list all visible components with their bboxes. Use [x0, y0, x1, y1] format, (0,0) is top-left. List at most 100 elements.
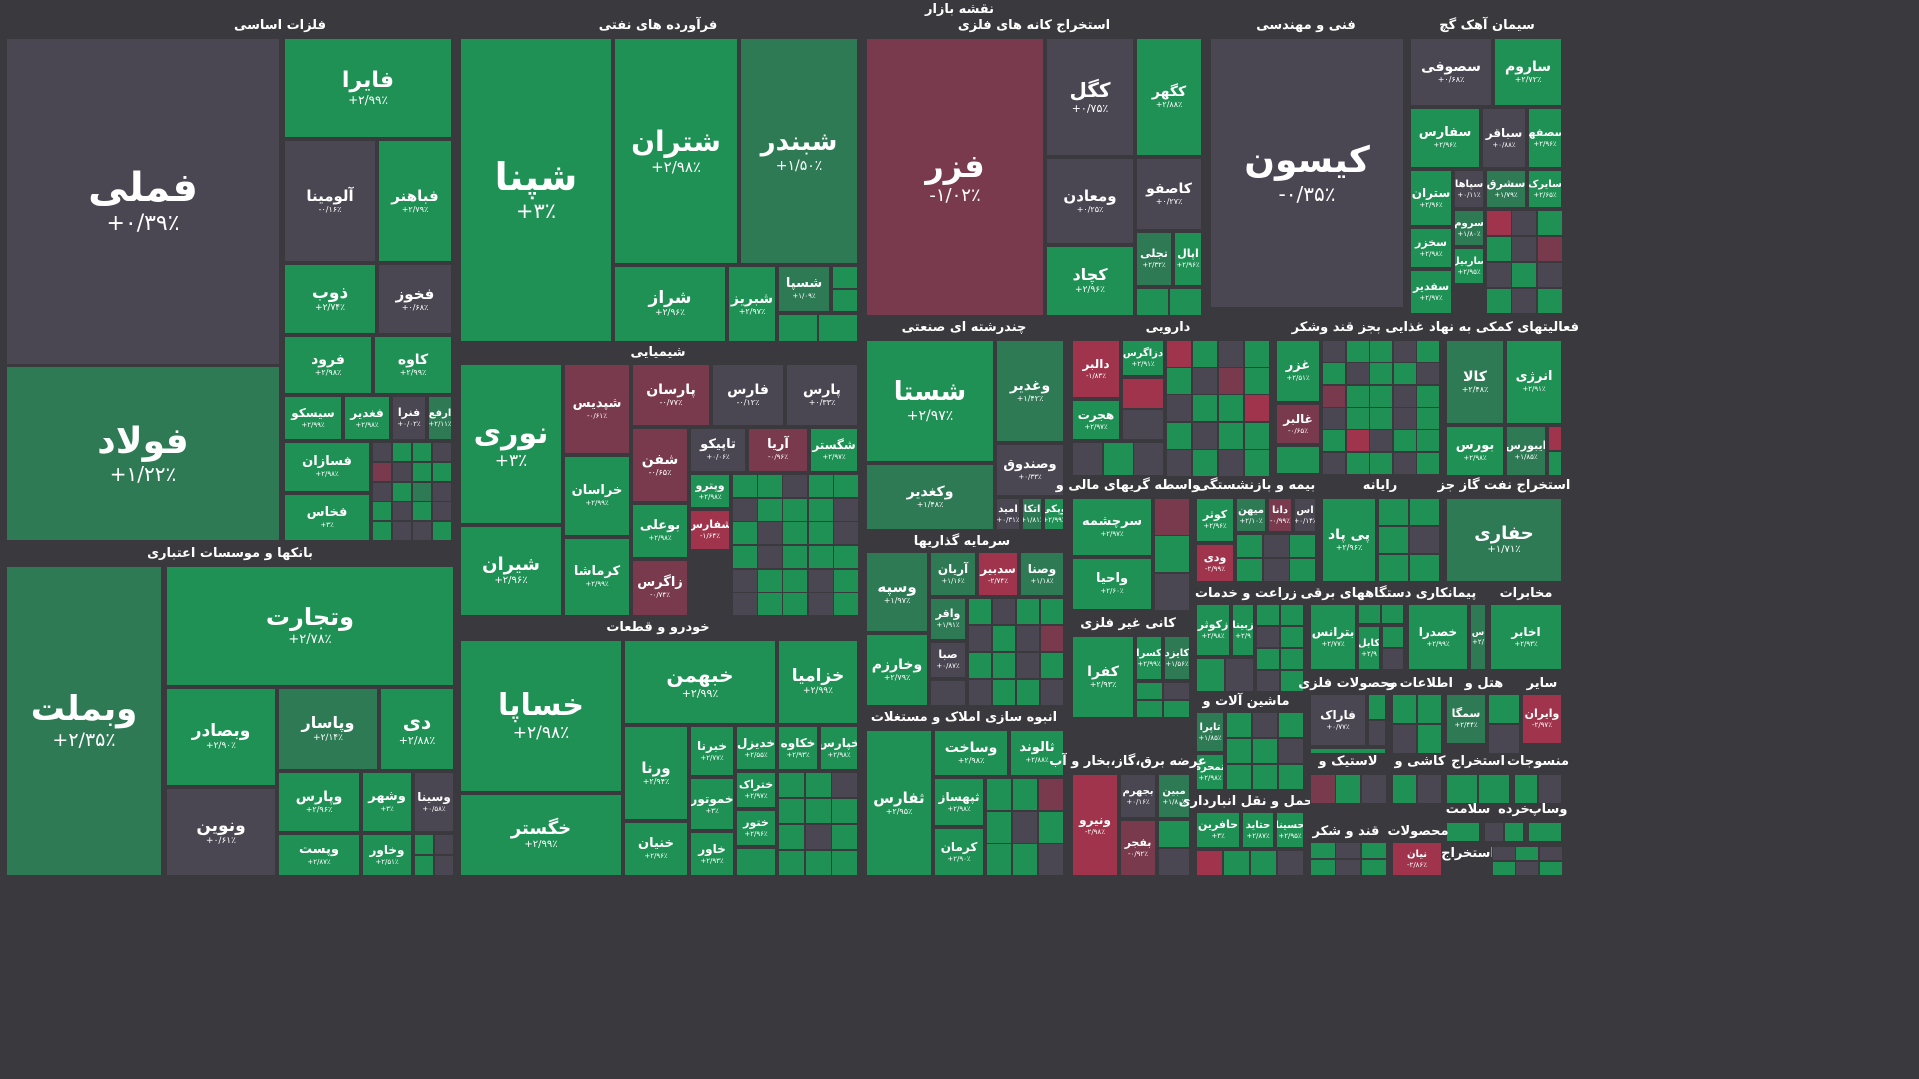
small-stock-tile[interactable]	[1192, 340, 1218, 368]
stock-tile[interactable]: فباهنر+۲/۷۹٪	[378, 140, 452, 262]
stock-tile[interactable]: س+۲/	[1470, 604, 1486, 670]
small-stock-tile[interactable]	[1417, 724, 1442, 754]
small-stock-tile[interactable]	[1346, 429, 1370, 452]
small-stock-tile[interactable]	[986, 811, 1012, 844]
stock-tile[interactable]: واقر+۱/۹۱٪	[930, 598, 966, 640]
stock-tile[interactable]: فخوز+۰/۶۸٪	[378, 264, 452, 334]
small-stock-tile[interactable]	[1478, 774, 1510, 804]
small-stock-tile[interactable]	[1158, 848, 1190, 876]
small-stock-tile[interactable]	[1166, 367, 1192, 395]
stock-tile[interactable]: تاپیکو+۰/۰۶٪	[690, 428, 746, 472]
small-stock-tile[interactable]	[1514, 774, 1538, 804]
stock-tile[interactable]: سخزر+۲/۹۸٪	[1410, 228, 1452, 268]
small-stock-tile[interactable]	[1278, 738, 1304, 764]
small-stock-tile[interactable]	[1416, 429, 1440, 452]
small-stock-tile[interactable]	[732, 521, 758, 545]
small-stock-tile[interactable]	[1539, 861, 1563, 876]
small-stock-tile[interactable]	[1515, 861, 1539, 876]
stock-tile[interactable]: حافرین+۳٪	[1196, 812, 1240, 848]
small-stock-tile[interactable]	[968, 625, 992, 652]
small-stock-tile[interactable]	[831, 798, 858, 824]
small-stock-tile[interactable]	[372, 442, 392, 462]
small-stock-tile[interactable]	[1322, 340, 1346, 363]
stock-tile[interactable]: ونوین+۰/۶۱٪	[166, 788, 276, 876]
small-stock-tile[interactable]	[1154, 498, 1190, 536]
stock-tile[interactable]: سایرک+۲/۶۵٪	[1528, 170, 1562, 208]
small-stock-tile[interactable]	[1484, 822, 1504, 842]
small-stock-tile[interactable]	[1244, 449, 1270, 477]
small-stock-tile[interactable]	[1378, 554, 1409, 582]
small-stock-tile[interactable]	[1369, 385, 1393, 408]
stock-tile[interactable]: ارفع+۲/۱۱٪	[428, 396, 452, 440]
small-stock-tile[interactable]	[808, 592, 834, 616]
stock-tile[interactable]: خساپا+۲/۹۸٪	[460, 640, 622, 792]
small-stock-tile[interactable]	[1038, 843, 1064, 876]
small-stock-tile[interactable]	[1361, 859, 1387, 876]
small-stock-tile[interactable]	[1492, 846, 1516, 861]
small-stock-tile[interactable]	[805, 772, 832, 798]
small-stock-tile[interactable]	[808, 545, 834, 569]
stock-tile[interactable]: فسازان+۲/۹۸٪	[284, 442, 370, 492]
stock-tile[interactable]: آریان+۱/۱۶٪	[930, 552, 976, 596]
small-stock-tile[interactable]	[1280, 648, 1304, 670]
stock-tile[interactable]: حتاید+۲/۸۷٪	[1242, 812, 1274, 848]
small-stock-tile[interactable]	[1278, 712, 1304, 738]
small-stock-tile[interactable]	[1537, 210, 1563, 236]
small-stock-tile[interactable]	[986, 843, 1012, 876]
small-stock-tile[interactable]	[1368, 694, 1386, 720]
stock-tile[interactable]: بورس+۲/۹۸٪	[1446, 426, 1504, 476]
small-stock-tile[interactable]	[757, 592, 783, 616]
small-stock-tile[interactable]	[808, 569, 834, 593]
stock-tile[interactable]: فرود+۲/۹۸٪	[284, 336, 372, 394]
stock-tile[interactable]: شراز+۲/۹۶٪	[614, 266, 726, 342]
stock-tile[interactable]: وغدیر+۱/۴۲٪	[996, 340, 1064, 442]
stock-tile[interactable]: ثفارس+۲/۹۵٪	[866, 730, 932, 876]
small-stock-tile[interactable]	[1378, 526, 1409, 554]
small-stock-tile[interactable]	[1244, 422, 1270, 450]
small-stock-tile[interactable]	[1040, 625, 1064, 652]
stock-tile[interactable]: وشهر+۳٪	[362, 772, 412, 832]
small-stock-tile[interactable]	[372, 462, 392, 482]
small-stock-tile[interactable]	[1263, 558, 1290, 582]
small-stock-tile[interactable]	[782, 592, 808, 616]
stock-tile[interactable]: وکغدیر+۱/۴۸٪	[866, 464, 994, 530]
small-stock-tile[interactable]	[1218, 367, 1244, 395]
small-stock-tile[interactable]	[414, 834, 434, 855]
small-stock-tile[interactable]	[1016, 598, 1040, 625]
small-stock-tile[interactable]	[1511, 262, 1537, 288]
stock-tile[interactable]: سصوفی+۰/۶۸٪	[1410, 38, 1492, 106]
small-stock-tile[interactable]	[414, 855, 434, 876]
small-stock-tile[interactable]	[992, 679, 1016, 706]
small-stock-tile[interactable]	[782, 474, 808, 498]
stock-tile[interactable]: خپارس+۲/۹۸٪	[820, 726, 858, 770]
stock-tile[interactable]: حسینا+۲/۹۵٪	[1276, 812, 1304, 848]
small-stock-tile[interactable]	[1416, 362, 1440, 385]
small-stock-tile[interactable]	[1417, 694, 1442, 724]
small-stock-tile[interactable]	[372, 482, 392, 502]
small-stock-tile[interactable]	[1361, 774, 1387, 804]
stock-tile[interactable]: کچاد+۲/۹۶٪	[1046, 246, 1134, 316]
stock-tile[interactable]: صبا+۰/۸۷٪	[930, 642, 966, 678]
stock-tile[interactable]: وخاور+۲/۵۱٪	[362, 834, 412, 876]
small-stock-tile[interactable]	[805, 824, 832, 850]
small-stock-tile[interactable]	[757, 569, 783, 593]
small-stock-tile[interactable]	[1040, 598, 1064, 625]
small-stock-tile[interactable]	[1289, 558, 1316, 582]
stock-tile[interactable]: ساربیل+۲/۹۵٪	[1454, 248, 1484, 284]
small-stock-tile[interactable]	[1236, 534, 1263, 558]
small-stock-tile[interactable]	[1016, 652, 1040, 679]
stock-tile[interactable]: فارس-۰/۱۲٪	[712, 364, 784, 426]
stock-tile[interactable]: کسرا+۲/۹۹٪	[1136, 636, 1162, 680]
stock-tile[interactable]: وساخت+۲/۹۸٪	[934, 730, 1008, 776]
small-stock-tile[interactable]	[1280, 626, 1304, 648]
small-stock-tile[interactable]	[1122, 378, 1164, 409]
stock-tile[interactable]: حفاری+۱/۷۱٪	[1446, 498, 1562, 582]
stock-tile[interactable]: وتجارت+۲/۷۸٪	[166, 566, 454, 686]
small-stock-tile[interactable]	[1252, 764, 1278, 790]
small-stock-tile[interactable]	[1381, 604, 1404, 624]
small-stock-tile[interactable]	[1263, 534, 1290, 558]
small-stock-tile[interactable]	[805, 798, 832, 824]
stock-tile[interactable]: شستا+۲/۹۷٪	[866, 340, 994, 462]
stock-tile[interactable]: دانا-۰/۹۹٪	[1268, 498, 1292, 532]
stock-tile[interactable]: امید+۰/۳۱٪	[996, 498, 1020, 530]
